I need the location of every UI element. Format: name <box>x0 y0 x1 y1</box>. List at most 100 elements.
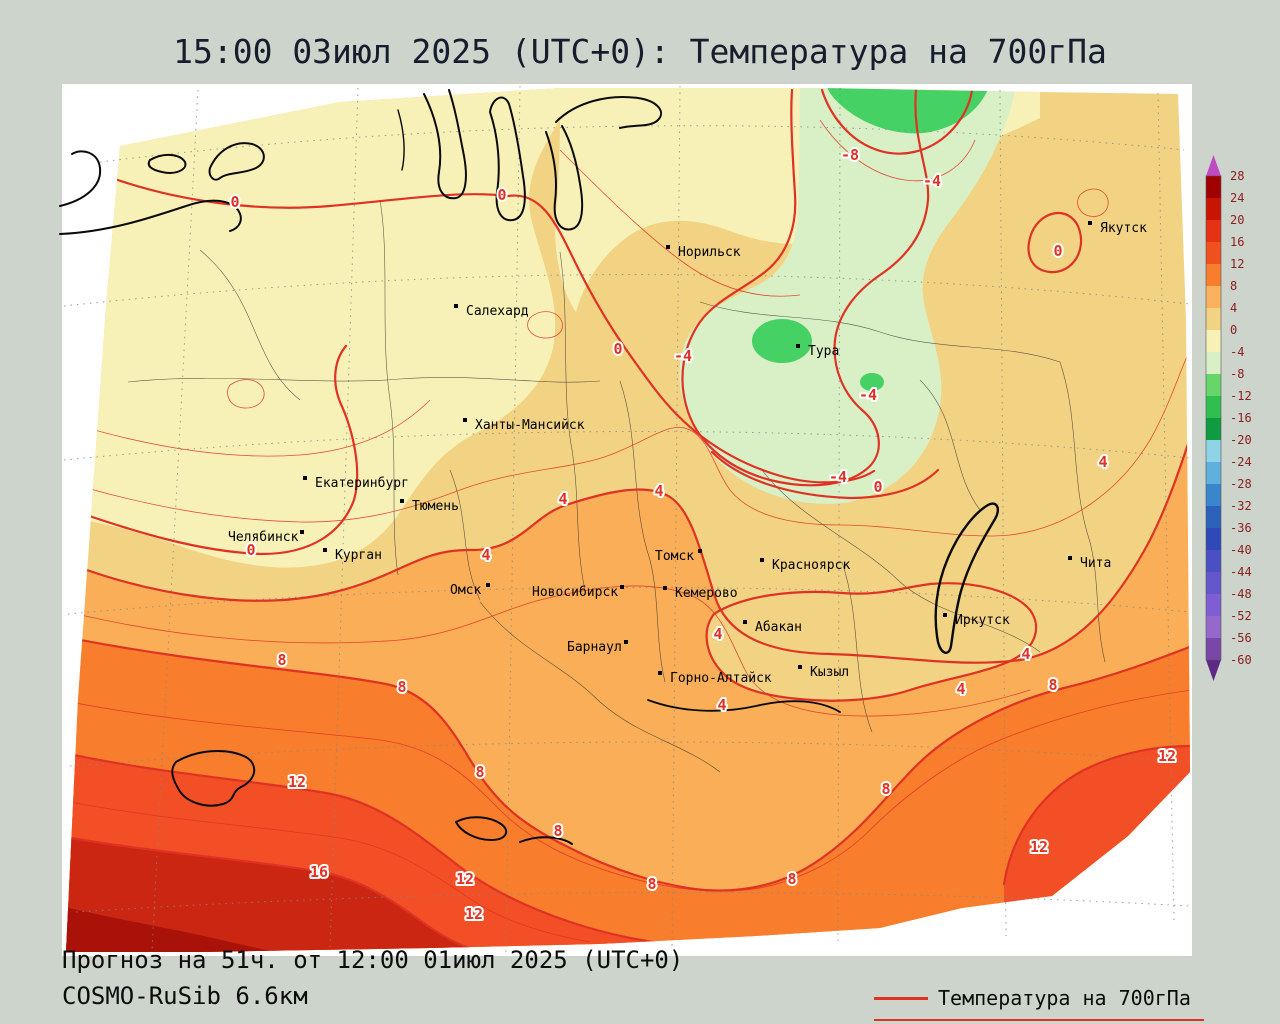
city-dot <box>743 620 747 624</box>
colorbar-tick: -12 <box>1230 389 1252 403</box>
colorbar-tick: -40 <box>1230 543 1252 557</box>
colorbar-tick: -20 <box>1230 433 1252 447</box>
colorbar-tick: 8 <box>1230 279 1237 293</box>
city-tomsk: Томск <box>655 549 702 564</box>
city-tura: Тура <box>796 344 839 359</box>
contour-label: 0 <box>873 478 882 496</box>
coast-north-arc <box>555 96 663 129</box>
colorbar-segment <box>1206 418 1221 440</box>
legend-label: Температура на 700гПа <box>938 986 1191 1010</box>
colorbar-segment <box>1206 462 1221 484</box>
lake-baikal <box>934 502 999 654</box>
border-south-center <box>519 836 573 845</box>
city-dot <box>796 344 800 348</box>
city-label: Курган <box>335 548 382 563</box>
contour-label: 8 <box>397 678 406 696</box>
zone-minus4-0-west <box>66 88 560 568</box>
city-label: Салехард <box>466 304 529 319</box>
city-dot <box>658 671 662 675</box>
city-omsk: Омск <box>450 583 490 598</box>
city-dot <box>486 583 490 587</box>
contour-label: 4 <box>1098 453 1107 471</box>
ob-gulf-2 <box>489 96 526 222</box>
contour-label: 8 <box>787 870 796 888</box>
city-label: Норильск <box>678 245 741 260</box>
city-krasnoyarsk: Красноярск <box>760 558 850 573</box>
city-norilsk: Норильск <box>666 245 741 260</box>
colorbar-tick: -44 <box>1230 565 1252 579</box>
contour-label: 4 <box>717 696 726 714</box>
contour-label: 0 <box>246 541 255 559</box>
colorbar-segment <box>1206 506 1221 528</box>
city-dot <box>663 586 667 590</box>
colorbar-segment <box>1206 528 1221 550</box>
colorbar-segment <box>1206 440 1221 462</box>
legend-line-sample <box>874 996 928 1000</box>
colorbar-segment <box>1206 220 1221 242</box>
colorbar-tick: 12 <box>1230 257 1244 271</box>
contour-4-enclave <box>705 582 1038 702</box>
colorbar-segment <box>1206 396 1221 418</box>
legend: Температура на 700гПа <box>874 986 1204 1021</box>
contour-label: -4 <box>859 386 877 404</box>
contour-label: -4 <box>923 172 941 190</box>
contour-label: 4 <box>558 490 567 508</box>
contour-label: 12 <box>456 870 474 888</box>
contour-label: 0 <box>497 186 506 204</box>
colorbar-tick: 24 <box>1230 191 1244 205</box>
city-markers: Норильск Салехард Тура Якутск Ханты-Манс… <box>228 221 1147 686</box>
city-gorno-altaysk: Горно-Алтайск <box>658 671 772 686</box>
coastline-northwest-1 <box>59 150 102 207</box>
colorbar-tick: -48 <box>1230 587 1252 601</box>
contour-label: 8 <box>647 875 656 893</box>
peninsula-northwest <box>208 142 265 181</box>
page-title: 15:00 03июл 2025 (UTC+0): Температура на… <box>173 32 1107 71</box>
city-dot <box>698 549 702 553</box>
colorbar-tick: -28 <box>1230 477 1252 491</box>
city-label: Челябинск <box>228 530 299 545</box>
city-dot <box>463 418 467 422</box>
colorbar-segment <box>1206 242 1221 264</box>
colorbar-segment <box>1206 550 1221 572</box>
island-northwest <box>147 154 187 174</box>
temperature-zones <box>66 88 1190 952</box>
colorbar-tick: -4 <box>1230 345 1244 359</box>
city-chita: Чита <box>1068 556 1111 571</box>
lake-south-center <box>455 816 508 841</box>
city-dot <box>303 476 307 480</box>
colorbar-tick: 16 <box>1230 235 1244 249</box>
city-label: Тура <box>808 344 839 359</box>
contour-label: 8 <box>475 763 484 781</box>
colorbar-tick: -56 <box>1230 631 1252 645</box>
contour-label: 4 <box>956 680 965 698</box>
contour-12-southeast <box>1002 744 1190 886</box>
colorbar-tick: -16 <box>1230 411 1252 425</box>
model-info: COSMO-RuSib 6.6км <box>62 982 308 1010</box>
contour-8 <box>66 634 1190 892</box>
colorbar-tick: -60 <box>1230 653 1252 667</box>
contour-minus4-loop <box>681 88 930 487</box>
city-yakutsk: Якутск <box>1088 221 1147 236</box>
city-dot <box>760 558 764 562</box>
city-label: Барнаул <box>567 640 622 655</box>
colorbar-segment <box>1206 308 1221 330</box>
zone-minus12-minus8-small <box>860 373 884 391</box>
city-label: Якутск <box>1100 221 1147 236</box>
city-label: Горно-Алтайск <box>670 671 772 686</box>
colorbar-tick: 4 <box>1230 301 1237 315</box>
city-dot <box>300 530 304 534</box>
city-irkutsk: Иркутск <box>943 613 1010 628</box>
colorbar-segment <box>1206 616 1221 638</box>
contour-label: 0 <box>1053 242 1062 260</box>
lake-southwest <box>171 750 256 807</box>
city-dot <box>624 640 628 644</box>
city-label: Кызыл <box>810 665 849 680</box>
city-dot <box>323 548 327 552</box>
city-label: Кемерово <box>675 586 738 601</box>
contour-label: 12 <box>288 773 306 791</box>
city-label: Абакан <box>755 620 802 635</box>
city-label: Новосибирск <box>532 585 618 600</box>
contour-0-northwest <box>110 176 876 484</box>
colorbar: 28 24 20 16 12 8 4 0 -4 -8 -12 -16 -20 -… <box>1205 155 1252 681</box>
contour-label: 8 <box>553 822 562 840</box>
